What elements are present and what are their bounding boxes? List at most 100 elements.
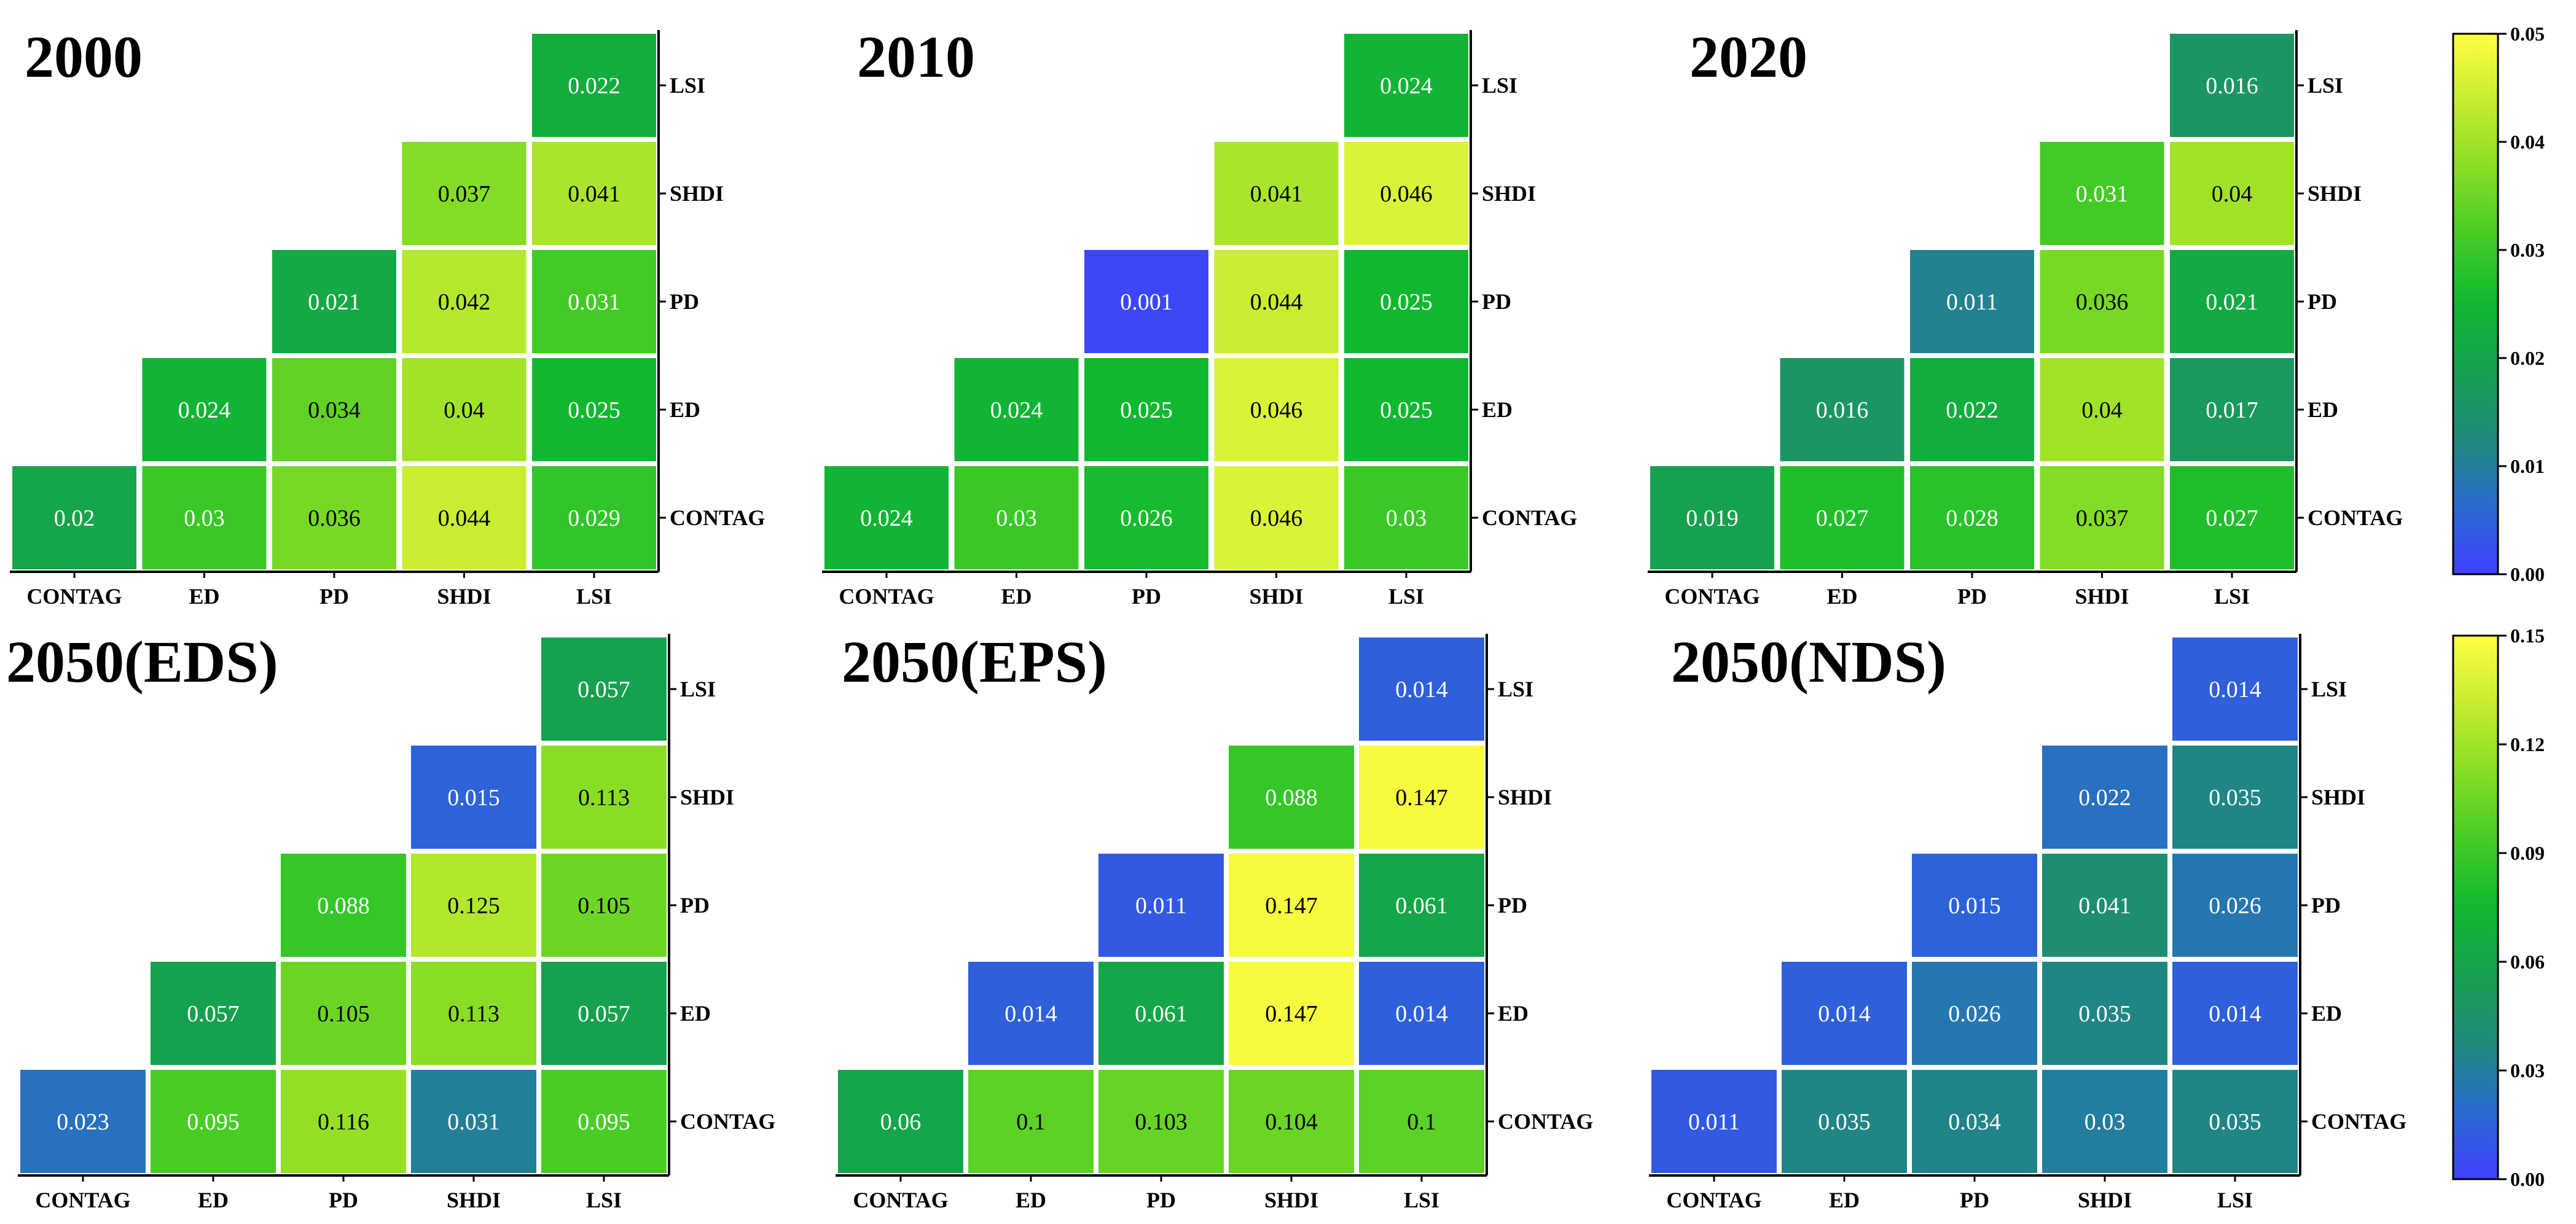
heatmap-cell: 0.037 xyxy=(2040,466,2164,569)
y-tick-label: LSI xyxy=(2311,677,2347,701)
colorbar-tick-label: 0.03 xyxy=(2510,1059,2545,1082)
cell-fill xyxy=(532,34,656,137)
x-tick-label: ED xyxy=(1826,584,1857,609)
heatmap-cell: 0.1 xyxy=(968,1070,1094,1173)
cell-label: 0.06 xyxy=(880,1109,922,1135)
heatmap-cell: 0.046 xyxy=(1214,466,1339,569)
cell-label: 0.024 xyxy=(178,397,231,423)
heatmap-cell: 0.011 xyxy=(1910,250,2034,353)
cell-label: 0.014 xyxy=(2209,677,2261,703)
cell-label: 0.041 xyxy=(568,181,621,207)
x-tick-label: PD xyxy=(1957,584,1987,609)
y-tick-label: PD xyxy=(2311,893,2341,918)
y-tick-label: CONTAG xyxy=(1498,1109,1593,1134)
heatmap-panel-2010: 2010 0.024 0.041 0.046 0.001 0.044 0.025 0.024 0… xyxy=(822,24,1577,609)
x-tick-label: ED xyxy=(189,584,219,609)
x-tick-label: ED xyxy=(1016,1188,1046,1212)
cell-label: 0.014 xyxy=(1818,1001,1871,1027)
heatmap-cell: 0.015 xyxy=(1912,854,2037,957)
cell-label: 0.001 xyxy=(1120,289,1173,315)
heatmap-cell: 0.1 xyxy=(1359,1070,1484,1173)
panel-title: 2050(EPS) xyxy=(842,629,1107,695)
cell-label: 0.035 xyxy=(2209,1109,2261,1135)
cell-label: 0.04 xyxy=(444,397,485,423)
cell-fill xyxy=(1344,358,1468,461)
cell-fill xyxy=(1780,466,1905,569)
cell-label: 0.016 xyxy=(2206,73,2258,99)
heatmap-cell: 0.105 xyxy=(281,962,406,1065)
heatmap-cell: 0.027 xyxy=(1780,466,1905,569)
heatmap-cell: 0.016 xyxy=(1780,358,1905,461)
y-tick-label: CONTAG xyxy=(2308,505,2403,530)
cell-fill xyxy=(1359,746,1484,849)
heatmap-cell: 0.014 xyxy=(2172,962,2298,1065)
heatmap-cell: 0.147 xyxy=(1229,854,1354,957)
x-tick-label: CONTAG xyxy=(26,584,122,609)
y-tick-label: LSI xyxy=(2308,73,2343,98)
cell-fill xyxy=(151,1070,276,1173)
cell-fill xyxy=(272,358,396,461)
cell-fill xyxy=(954,466,1079,569)
cell-fill xyxy=(402,142,527,245)
cell-label: 0.044 xyxy=(438,505,491,531)
heatmap-cell: 0.06 xyxy=(838,1070,963,1173)
heatmap-cell: 0.037 xyxy=(402,142,527,245)
x-tick-label: LSI xyxy=(576,584,612,609)
cell-fill xyxy=(2172,962,2298,1065)
cell-label: 0.113 xyxy=(578,785,630,811)
y-tick-label: CONTAG xyxy=(680,1109,775,1134)
cell-fill xyxy=(1359,854,1484,957)
cell-fill xyxy=(142,466,267,569)
cell-fill xyxy=(541,746,667,849)
cell-label: 0.037 xyxy=(2076,505,2129,531)
y-tick-label: CONTAG xyxy=(670,505,765,530)
cell-fill xyxy=(2040,142,2164,245)
cell-fill xyxy=(402,250,527,353)
y-tick-label: SHDI xyxy=(2308,181,2362,206)
heatmap-panel-2020: 2020 0.016 0.031 0.04 0.011 0.036 0.021 0.016 0.… xyxy=(1648,24,2403,609)
cell-label: 0.015 xyxy=(1948,893,2001,919)
heatmap-cell: 0.041 xyxy=(532,142,656,245)
cell-fill xyxy=(1214,142,1339,245)
cell-fill xyxy=(532,358,656,461)
cell-fill xyxy=(1910,358,2034,461)
heatmap-cell: 0.021 xyxy=(2170,250,2294,353)
heatmap-cell: 0.024 xyxy=(824,466,949,569)
cell-label: 0.105 xyxy=(577,893,630,919)
cell-label: 0.024 xyxy=(990,397,1043,423)
cell-label: 0.147 xyxy=(1265,893,1318,919)
y-tick-label: CONTAG xyxy=(1482,505,1577,530)
cell-fill xyxy=(2172,854,2298,957)
cell-label: 0.095 xyxy=(187,1109,240,1135)
cell-label: 0.014 xyxy=(2209,1001,2261,1027)
cell-label: 0.027 xyxy=(2206,505,2258,531)
heatmap-cell: 0.022 xyxy=(2042,746,2167,849)
cell-label: 0.147 xyxy=(1265,1001,1318,1027)
heatmap-cell: 0.014 xyxy=(1359,637,1484,741)
colorbar-tick-label: 0.06 xyxy=(2510,951,2545,973)
cell-fill xyxy=(1229,854,1354,957)
heatmap-cell: 0.011 xyxy=(1651,1070,1777,1173)
cell-label: 0.019 xyxy=(1686,505,1739,531)
heatmap-cell: 0.036 xyxy=(272,466,396,569)
cell-fill xyxy=(532,466,656,569)
cell-label: 0.026 xyxy=(1948,1001,2001,1027)
heatmap-cell: 0.023 xyxy=(20,1070,146,1173)
heatmap-cell: 0.057 xyxy=(541,962,667,1065)
cell-label: 0.029 xyxy=(568,505,621,531)
heatmap-cell: 0.03 xyxy=(142,466,267,569)
heatmap-cell: 0.113 xyxy=(411,962,536,1065)
x-tick-label: CONTAG xyxy=(1664,584,1760,609)
x-tick-label: CONTAG xyxy=(35,1188,130,1212)
cell-label: 0.022 xyxy=(2078,785,2131,811)
heatmap-cell: 0.036 xyxy=(2040,250,2164,353)
cell-label: 0.025 xyxy=(1120,397,1173,423)
cell-label: 0.057 xyxy=(577,1001,630,1027)
cell-fill xyxy=(1084,250,1208,353)
cell-fill xyxy=(541,854,667,957)
colorbar-tick-label: 0.04 xyxy=(2510,131,2545,153)
cell-fill xyxy=(402,358,527,461)
heatmap-cell: 0.04 xyxy=(2040,358,2164,461)
cell-label: 0.041 xyxy=(2078,893,2131,919)
cell-fill xyxy=(281,1070,406,1173)
